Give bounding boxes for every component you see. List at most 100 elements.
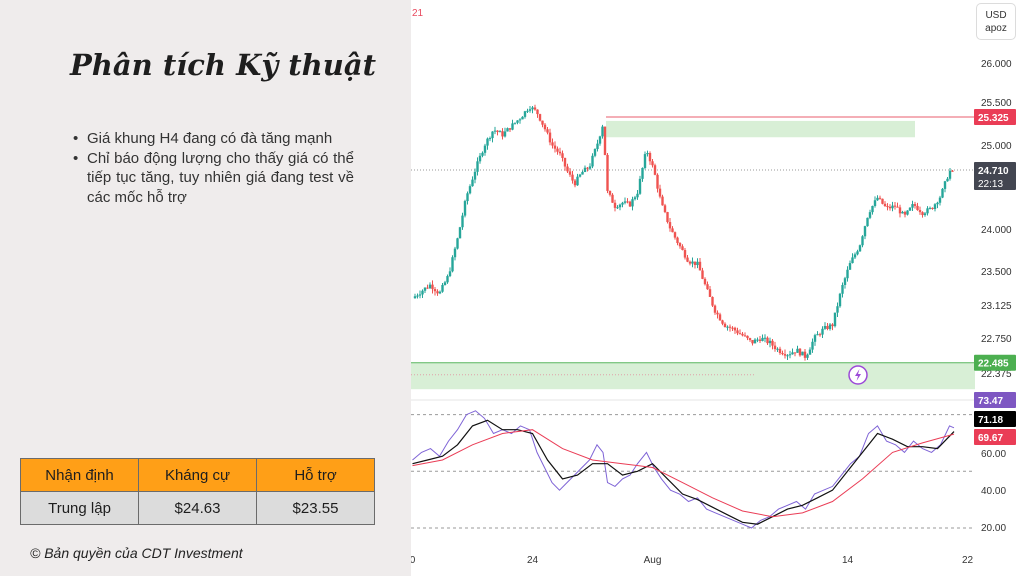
candle-body — [871, 205, 874, 213]
candle-body — [738, 333, 742, 335]
candle-body — [776, 348, 779, 350]
candle-body — [908, 207, 912, 211]
candle-body — [818, 334, 822, 336]
candle-body — [648, 153, 652, 162]
y-tick-label: 26.000 — [981, 59, 1012, 70]
candle-body — [741, 333, 744, 336]
resistance-price-label-bg — [974, 109, 1016, 126]
candle-body — [836, 306, 839, 313]
candle-body — [468, 186, 472, 194]
candle-body — [853, 254, 857, 258]
candle-body — [753, 339, 757, 344]
oscillator-value-label-1-bg — [974, 392, 1016, 408]
candle-body — [838, 293, 842, 307]
candle-body — [716, 312, 719, 315]
candle-body — [558, 151, 562, 154]
candle-body — [803, 351, 807, 358]
candle-body — [856, 251, 859, 255]
candle-body — [563, 157, 567, 167]
candle-body — [763, 337, 767, 339]
oscillator-tick-label: 40.00 — [981, 486, 1006, 497]
candle-body — [916, 205, 919, 211]
candle-body — [451, 257, 454, 272]
candle-body — [706, 284, 709, 290]
price-chart[interactable]: 21 26.000 25.500 25.000 24.000 23.500 23.125 22… — [411, 0, 1024, 576]
x-tick-label: 22 — [962, 555, 974, 566]
candle-body — [848, 263, 852, 270]
currency-sublabel: apoz — [985, 23, 1007, 34]
candle-body — [683, 250, 687, 258]
candle-body — [748, 338, 752, 340]
candle-body — [513, 122, 517, 124]
support-price-label-bg — [974, 354, 1016, 371]
bullet-item: Chỉ báo động lượng cho thấy giá có thể t… — [73, 149, 354, 208]
candle-body — [843, 278, 847, 286]
x-tick-label: Aug — [644, 555, 662, 566]
candle-body — [416, 295, 419, 297]
candle-body — [676, 237, 679, 244]
oscillator-series-2 — [412, 419, 955, 525]
cell-resistance: $24.63 — [138, 491, 257, 525]
candle-body — [478, 155, 482, 162]
candle-body — [523, 111, 527, 117]
assessment-table: Nhận định Kháng cự Hỗ trợ Trung lập $24.… — [20, 458, 375, 525]
candle-body — [413, 296, 417, 299]
y-tick-label: 22.375 — [981, 369, 1012, 380]
candle-body — [708, 289, 712, 297]
candle-body — [658, 188, 662, 197]
lightning-glyph — [855, 369, 861, 381]
candle-body — [431, 284, 434, 290]
candle-body — [586, 167, 589, 169]
y-tick-label: 23.125 — [981, 301, 1012, 312]
candle-body — [866, 217, 869, 227]
candle-body — [881, 198, 884, 204]
candle-body — [791, 352, 794, 355]
candle-body — [808, 349, 812, 355]
candle-body — [671, 228, 674, 233]
candle-body — [418, 294, 422, 296]
candle-body — [711, 296, 714, 306]
candle-body — [928, 207, 932, 209]
candle-body — [751, 339, 754, 344]
candle-body — [813, 335, 817, 342]
candle-body — [556, 148, 559, 152]
candle-body — [423, 287, 427, 291]
candle-body — [421, 290, 424, 295]
candle-body — [746, 335, 749, 339]
candle-body — [851, 257, 854, 264]
cell-assessment: Trung lập — [20, 491, 139, 525]
candle-body — [806, 354, 809, 358]
candle-body — [796, 348, 799, 353]
candle-body — [903, 211, 907, 215]
candle-body — [481, 152, 484, 156]
candle-body — [436, 291, 439, 294]
candle-body — [666, 212, 669, 223]
candle-body — [883, 203, 887, 207]
bullet-item: Giá khung H4 đang có đà tăng mạnh — [73, 129, 354, 149]
candle-body — [878, 197, 882, 199]
cell-support: $23.55 — [256, 491, 375, 525]
candle-body — [591, 155, 594, 167]
candle-body — [561, 153, 564, 158]
candle-body — [626, 201, 629, 203]
partial-top-label: 21 — [412, 8, 424, 19]
currency-button[interactable]: USD apoz — [976, 3, 1016, 40]
candle-body — [926, 208, 929, 214]
x-tick-label: 24 — [527, 555, 539, 566]
candle-body — [913, 204, 917, 206]
candle-body — [641, 167, 644, 179]
candle-body — [696, 261, 699, 266]
candle-body — [608, 190, 612, 195]
candle-body — [731, 327, 734, 329]
candle-body — [728, 326, 732, 328]
candle-body — [508, 128, 512, 130]
candle-body — [673, 232, 677, 238]
slide-title: Phân tích Kỹ thuật — [70, 48, 377, 82]
candle-body — [486, 138, 489, 146]
candle-body — [823, 325, 827, 329]
candle-body — [631, 199, 634, 207]
candle-body — [698, 261, 702, 271]
candle-body — [593, 149, 597, 156]
candle-body — [811, 341, 814, 350]
table-row: Trung lập $24.63 $23.55 — [20, 491, 375, 525]
